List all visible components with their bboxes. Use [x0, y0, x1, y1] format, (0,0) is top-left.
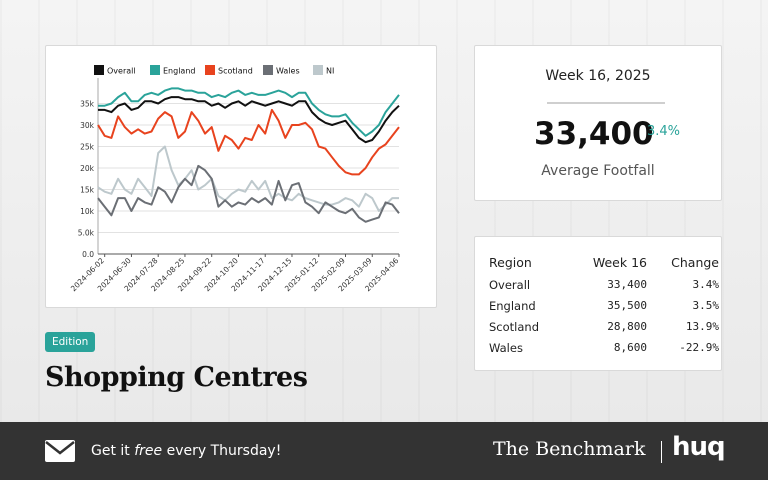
x-axis-ticks: 2024-06-022024-06-302024-07-282024-08-25…	[69, 254, 401, 293]
cell-value: 33,400	[607, 278, 647, 291]
series-line-overall	[98, 96, 400, 144]
region-table-card: Region Week 16 Change Overall 33,400 3.4…	[474, 236, 722, 371]
legend-label: Overall	[107, 67, 136, 76]
table-header-row: Region Week 16 Change	[489, 253, 719, 274]
legend-label: England	[163, 67, 195, 76]
table-row: Wales 8,600 -22.9%	[489, 337, 719, 358]
legend-label: NI	[326, 67, 334, 76]
y-tick-label: 35k	[80, 100, 95, 109]
kpi-card: Week 16, 2025 33,400 3.4% Average Footfa…	[474, 45, 722, 201]
legend-swatch	[205, 65, 215, 75]
y-tick-label: 10k	[80, 207, 95, 216]
cell-change: 3.4%	[692, 278, 720, 291]
legend-swatch	[313, 65, 323, 75]
footer-bar: Get it free every Thursday! The Benchmar…	[0, 422, 768, 480]
cta-text-start: Get it	[91, 443, 135, 459]
y-tick-label: 30k	[80, 121, 95, 130]
table-row: Scotland 28,800 13.9%	[489, 316, 719, 337]
cell-value: 28,800	[607, 320, 647, 333]
legend-label: Wales	[276, 67, 300, 76]
mail-icon	[45, 440, 75, 462]
legend-swatch	[94, 65, 104, 75]
page-title: Shopping Centres	[45, 362, 308, 393]
header-change: Change	[671, 255, 719, 270]
kpi-label: Average Footfall	[541, 163, 655, 179]
y-tick-label: 0.0	[82, 250, 94, 259]
cell-region: Overall	[489, 277, 531, 292]
brand-name: The Benchmark	[493, 438, 646, 460]
y-tick-label: 15k	[80, 186, 95, 195]
cell-region: England	[489, 298, 536, 313]
y-tick-label: 20k	[80, 164, 95, 173]
legend-swatch	[263, 65, 273, 75]
header-region: Region	[489, 255, 532, 270]
kpi-change: 3.4%	[647, 124, 681, 139]
series-line-scotland	[97, 108, 400, 176]
cell-value: 35,500	[607, 299, 647, 312]
cell-value: 8,600	[613, 341, 647, 354]
cell-region: Scotland	[489, 319, 539, 334]
region-table: Region Week 16 Change Overall 33,400 3.4…	[489, 253, 719, 358]
header-week: Week 16	[592, 255, 647, 270]
cta-text-free: free	[134, 443, 163, 459]
series-line-england	[98, 87, 400, 137]
kpi-divider	[547, 102, 665, 104]
huq-logo: huq	[672, 432, 726, 462]
legend-label: Scotland	[218, 67, 253, 76]
subscribe-cta[interactable]: Get it free every Thursday!	[91, 443, 281, 459]
y-tick-label: 25k	[80, 143, 95, 152]
series-line-wales	[97, 164, 400, 223]
cell-change: 13.9%	[685, 320, 719, 333]
chart-series-lines	[97, 87, 400, 223]
cell-region: Wales	[489, 340, 523, 355]
chart-card: Overall England Scotland Wales NI 0.0 5.0k 10k…	[45, 45, 437, 308]
footfall-line-chart: Overall England Scotland Wales NI 0.0 5.0k 10k…	[69, 65, 401, 293]
cell-change: 3.5%	[692, 299, 720, 312]
legend-swatch	[150, 65, 160, 75]
series-line-ni	[97, 145, 399, 212]
chart-legend: Overall England Scotland Wales NI	[94, 65, 334, 76]
y-tick-label: 5.0k	[78, 229, 95, 238]
table-row: England 35,500 3.5%	[489, 295, 719, 316]
kpi-value: 33,400	[534, 116, 654, 152]
cta-text-end: every Thursday!	[162, 443, 282, 459]
cell-change: -22.9%	[679, 341, 719, 354]
edition-badge: Edition	[45, 332, 96, 352]
brand-divider	[661, 441, 662, 463]
table-row: Overall 33,400 3.4%	[489, 274, 719, 295]
kpi-week: Week 16, 2025	[545, 68, 651, 84]
y-axis-ticks: 0.0 5.0k 10k 15k 20k 25k 30k 35k	[78, 100, 95, 260]
